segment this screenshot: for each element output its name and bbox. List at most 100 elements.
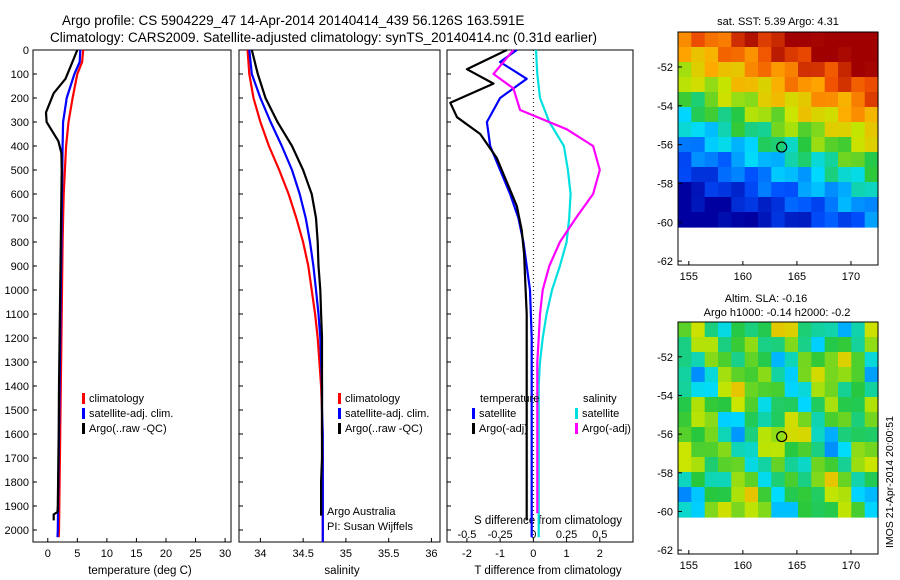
map-cell bbox=[718, 92, 732, 108]
map-cell bbox=[771, 502, 786, 518]
map-cell bbox=[838, 32, 852, 48]
map-cell bbox=[678, 122, 692, 138]
map-cell bbox=[744, 47, 759, 63]
x-tick-label: 165 bbox=[788, 271, 806, 283]
y-tick-label: 200 bbox=[11, 93, 29, 105]
map-cell bbox=[771, 382, 786, 398]
map-cell bbox=[758, 92, 772, 108]
map-cell bbox=[678, 367, 692, 383]
map-cell bbox=[864, 182, 879, 198]
map-cell bbox=[718, 382, 732, 398]
map-cell bbox=[851, 352, 866, 368]
map-cell bbox=[811, 167, 826, 183]
map-cell bbox=[838, 137, 852, 153]
series-line bbox=[57, 49, 85, 538]
map-cell bbox=[731, 352, 746, 368]
salinity-panel: 34 34.5 35 35.5 36 salinity climatology satelli… bbox=[238, 49, 441, 577]
map-cell bbox=[718, 107, 732, 123]
map-cell bbox=[771, 92, 786, 108]
map-cell bbox=[691, 397, 706, 413]
x-tick-label-s: -0.5 bbox=[457, 529, 476, 541]
legend-swatch bbox=[82, 393, 85, 404]
map-cell bbox=[798, 32, 812, 48]
map-cell bbox=[718, 212, 732, 228]
map-cell bbox=[784, 182, 799, 198]
map-cell bbox=[798, 352, 812, 368]
map-cell bbox=[851, 367, 866, 383]
map-cell bbox=[864, 322, 879, 338]
y-tick-label: 400 bbox=[11, 141, 29, 153]
map-cell bbox=[771, 397, 786, 413]
map-cell bbox=[678, 457, 692, 473]
map-cell bbox=[864, 62, 879, 78]
map-cell bbox=[691, 212, 706, 228]
map-cell bbox=[691, 442, 706, 458]
map-cell bbox=[838, 322, 852, 338]
map-cell bbox=[771, 487, 786, 503]
y-tick-label: -56 bbox=[657, 429, 673, 441]
map-cell bbox=[811, 92, 826, 108]
map-cell bbox=[824, 352, 839, 368]
y-tick-label: 600 bbox=[11, 189, 29, 201]
map-cell bbox=[811, 122, 826, 138]
map-cell bbox=[758, 137, 772, 153]
map-cell bbox=[824, 472, 839, 488]
map-cell bbox=[851, 137, 866, 153]
y-tick-label: 1200 bbox=[5, 333, 29, 345]
map-cell bbox=[758, 367, 772, 383]
map-cell bbox=[811, 62, 826, 78]
x-tick-label: 0 bbox=[530, 548, 536, 560]
map-cell bbox=[678, 472, 692, 488]
map-cell bbox=[811, 442, 826, 458]
map-cell bbox=[691, 32, 706, 48]
map-cell bbox=[731, 122, 746, 138]
map-cell bbox=[678, 167, 692, 183]
y-tick-label: -60 bbox=[657, 217, 673, 229]
map-title: Altim. SLA: -0.16 bbox=[725, 293, 808, 305]
map-cell bbox=[718, 457, 732, 473]
map-cell bbox=[771, 77, 786, 93]
map-cell bbox=[771, 427, 786, 443]
map-cell bbox=[744, 152, 759, 168]
map-frame bbox=[677, 321, 879, 555]
x-tick-label: 10 bbox=[101, 548, 113, 560]
map-cell bbox=[678, 412, 692, 428]
legend-label: climatology bbox=[89, 393, 145, 405]
map-cell bbox=[744, 107, 759, 123]
map-cell bbox=[824, 122, 839, 138]
map-cell bbox=[758, 322, 772, 338]
x-tick-label: 165 bbox=[788, 560, 806, 572]
map-cell bbox=[731, 322, 746, 338]
map-cell bbox=[824, 77, 839, 93]
map-cell bbox=[718, 62, 732, 78]
y-tick-label: 0 bbox=[23, 45, 29, 57]
y-tick-label: 1800 bbox=[5, 477, 29, 489]
map-cell bbox=[691, 62, 706, 78]
map-cell bbox=[851, 122, 866, 138]
map-cell bbox=[758, 472, 772, 488]
x-tick-label: 35.5 bbox=[378, 548, 399, 560]
map-cell bbox=[744, 382, 759, 398]
map-cell bbox=[838, 197, 852, 213]
map-cell bbox=[678, 212, 692, 228]
y-tick-label: 1500 bbox=[5, 405, 29, 417]
legend-label: climatology bbox=[345, 393, 401, 405]
map-cell bbox=[744, 367, 759, 383]
map-cell bbox=[704, 487, 719, 503]
series-line bbox=[449, 49, 528, 521]
x-tick-label: 0 bbox=[45, 548, 51, 560]
map-cell bbox=[784, 487, 799, 503]
map-cell bbox=[864, 137, 879, 153]
map-cell bbox=[678, 397, 692, 413]
map-cell bbox=[718, 337, 732, 353]
y-tick-label: -52 bbox=[657, 62, 673, 74]
map-cell bbox=[784, 397, 799, 413]
map-cell bbox=[851, 442, 866, 458]
map-cell bbox=[784, 367, 799, 383]
map-cell bbox=[744, 337, 759, 353]
map-cell bbox=[824, 152, 839, 168]
map-cell bbox=[691, 47, 706, 63]
map-cell bbox=[798, 137, 812, 153]
map-cell bbox=[771, 62, 786, 78]
